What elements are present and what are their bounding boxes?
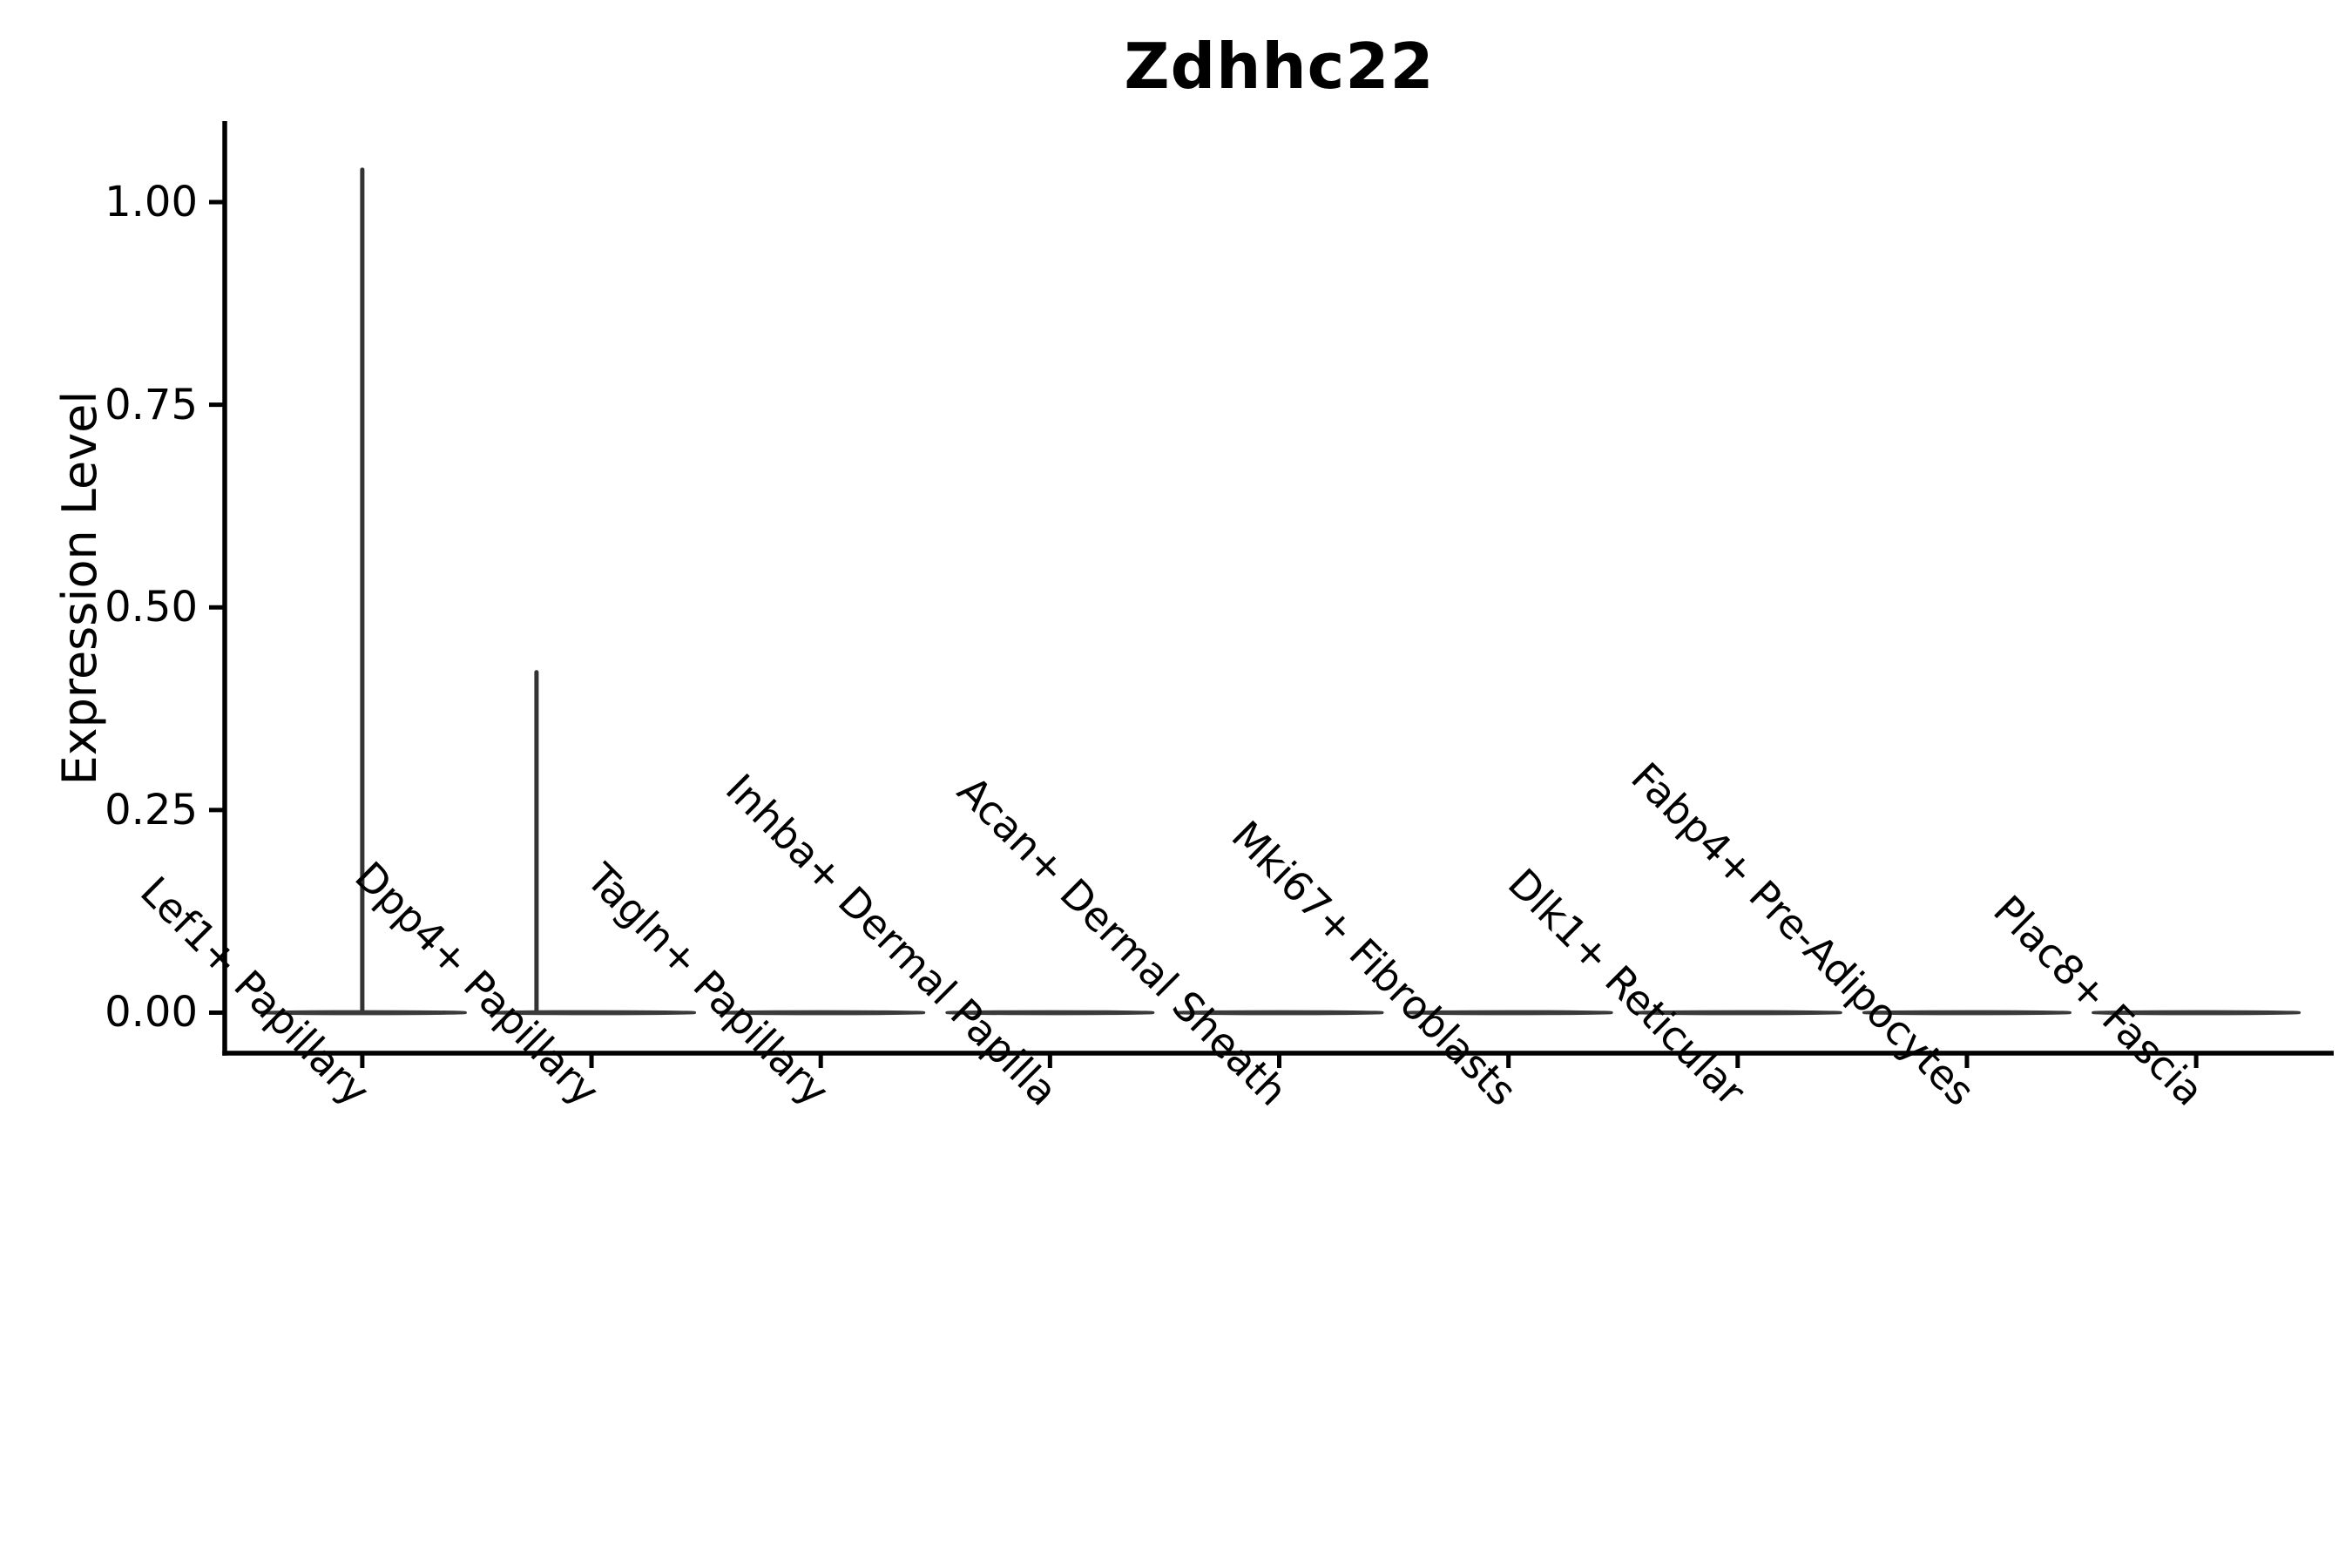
y-tick-label: 1.00 (105, 178, 198, 227)
violin-body (1174, 1010, 1384, 1016)
y-tick-label: 0.75 (105, 380, 198, 429)
violin-body (487, 1010, 697, 1016)
violin-body (2092, 1010, 2301, 1016)
y-tick-label: 0.25 (105, 785, 198, 835)
violin-body (945, 1010, 1155, 1016)
violin-body (1403, 1010, 1613, 1016)
y-tick-label: 0.50 (105, 583, 198, 632)
chart-title: Zdhhc22 (1124, 30, 1435, 103)
y-tick-label: 0.00 (105, 988, 198, 1037)
violin-body (257, 1010, 467, 1016)
violin-body (716, 1010, 926, 1016)
violin-body (1632, 1010, 1842, 1016)
violin-body (1862, 1010, 2072, 1016)
